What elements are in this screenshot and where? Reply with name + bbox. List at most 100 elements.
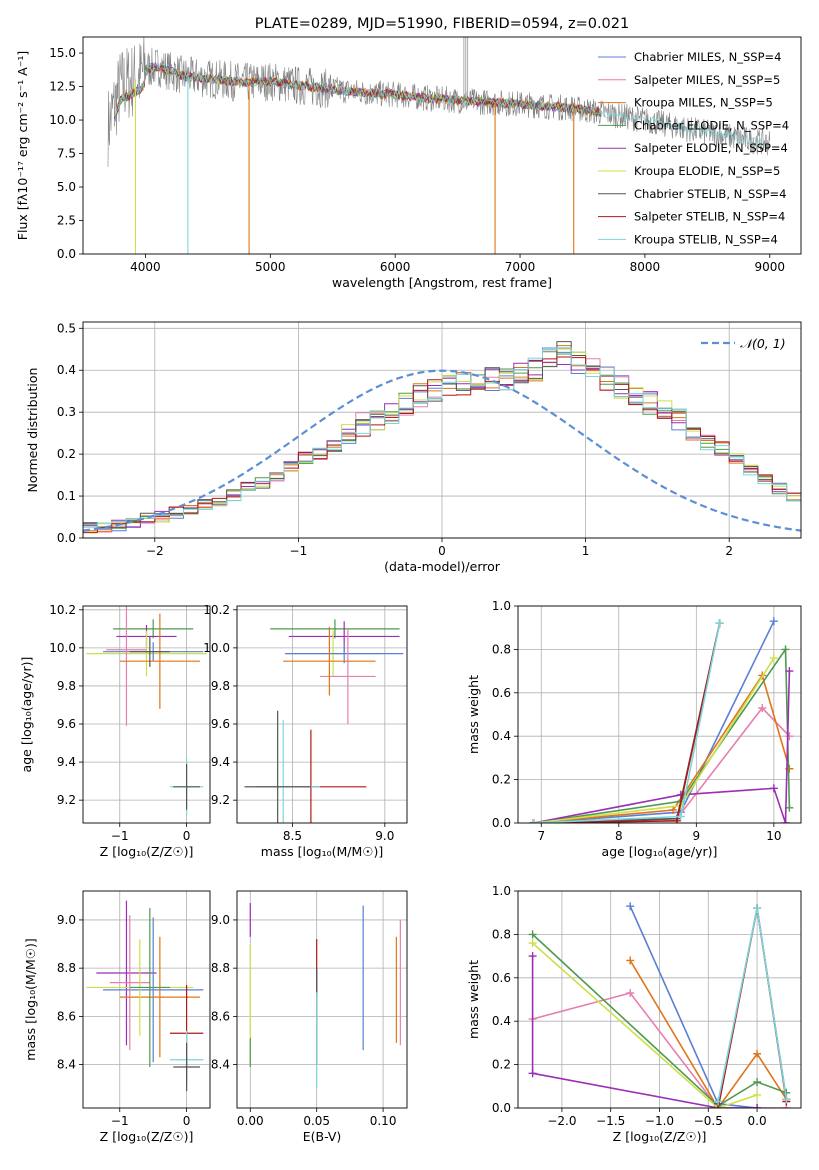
plot-area — [107, 37, 771, 254]
y-tick-label: 8.8 — [211, 961, 230, 975]
data-point-kroupa_elodie — [528, 939, 537, 948]
data-point-kroupa_stelib — [753, 904, 762, 913]
y-tick-label: 0.0 — [57, 531, 76, 545]
y-tick-label: 0.4 — [492, 1014, 511, 1028]
y-tick-label: 9.0 — [211, 913, 230, 927]
y-tick-label: 9.6 — [57, 717, 76, 731]
x-tick-label: 8000 — [630, 260, 661, 274]
x-axis-label: Z [log₁₀(Z/Z☉)] — [100, 844, 194, 859]
y-axis-label: Normed distribution — [25, 368, 40, 493]
y-tick-label: 0.0 — [57, 247, 76, 261]
chart-title: PLATE=0289, MJD=51990, FIBERID=0594, z=0… — [255, 16, 629, 32]
y-tick-label: 0.5 — [57, 321, 76, 335]
axes-frame — [82, 321, 802, 539]
mass-weight-line-salpeter_stelib — [533, 623, 721, 823]
x-tick-label: 8 — [615, 829, 623, 843]
panel-massweight-vs-age: 7 8 9 10 0.0 0.2 0.4 0.6 0.8 1.0 age [log₁₀(age/yr… — [466, 599, 802, 859]
panel-mass-vs-EBV: 0.00 0.05 0.10 8.4 8.6 8.8 9.0 E(B-V) — [211, 890, 408, 1144]
x-tick-label: −1.5 — [596, 1114, 625, 1128]
mass-weight-line-salpeter_elodie — [531, 956, 758, 1108]
x-tick-label: 0.05 — [303, 1114, 330, 1128]
y-tick-label: 15.0 — [49, 46, 76, 60]
y-axis-label: mass weight — [466, 960, 481, 1039]
x-tick-label: 0 — [438, 544, 446, 558]
y-axis-label: mass weight — [466, 675, 481, 754]
plot-area — [86, 900, 204, 1092]
x-tick-label: 7000 — [505, 260, 536, 274]
data-point-chabrier_elodie — [753, 1077, 762, 1086]
y-tick-label: 7.5 — [57, 147, 76, 161]
x-tick-label: 1 — [582, 544, 590, 558]
x-tick-label: −1.0 — [645, 1114, 674, 1128]
axes-frame — [236, 890, 408, 1109]
y-axis-label: age [log₁₀(age/yr)] — [19, 657, 34, 773]
mass-weight-line-kroupa_elodie — [532, 942, 758, 1108]
mass-weight-line-kroupa_miles — [629, 959, 788, 1108]
x-tick-label: 0.0 — [748, 1114, 767, 1128]
x-axis-label: mass [log₁₀(M/M☉)] — [261, 844, 383, 859]
x-tick-label: 5000 — [255, 260, 286, 274]
y-tick-label: 10.0 — [49, 113, 76, 127]
x-axis-label: (data-model)/error — [384, 559, 501, 574]
y-tick-label: 0.6 — [492, 686, 511, 700]
axes-frame — [517, 890, 802, 1109]
panel-massweight-vs-Z: −2.0 −1.5 −1.0 −0.5 0.0 0.0 0.2 0.4 0.6 0.8 1.0 Z [… — [466, 884, 802, 1144]
y-tick-label: 0.0 — [492, 816, 511, 830]
y-tick-label: 0.3 — [57, 405, 76, 419]
y-tick-label: 0.2 — [492, 1058, 511, 1072]
y-tick-label: 8.6 — [57, 1009, 76, 1023]
x-tick-label: 8.5 — [283, 829, 302, 843]
x-axis-label: age [log₁₀(age/yr)] — [602, 844, 718, 859]
panel-mass-vs-Z: −1 0 8.4 8.6 8.8 9.0 Z [log₁₀(Z/Z☉)] mass [log₁… — [23, 890, 211, 1144]
legend-entry: Kroupa ELODIE, N_SSP=5 — [634, 164, 780, 178]
data-point-chabrier_miles — [769, 617, 778, 626]
y-tick-label: 2.5 — [57, 214, 76, 228]
y-tick-label: 1.0 — [492, 884, 511, 898]
x-axis-label: Z [log₁₀(Z/Z☉)] — [100, 1129, 194, 1144]
data-point-chabrier_elodie — [785, 803, 794, 812]
x-tick-label: 0.10 — [370, 1114, 397, 1128]
y-tick-label: 1.0 — [492, 599, 511, 613]
panel-age-vs-mass: 8.5 9.0 9.2 9.4 9.6 9.8 10.0 10.2 mass [log₁₀(M/… — [203, 603, 408, 859]
y-tick-label: 9.8 — [211, 679, 230, 693]
x-axis-label: Z [log₁₀(Z/Z☉)] — [613, 1129, 707, 1144]
y-tick-label: 8.4 — [211, 1058, 230, 1072]
y-tick-label: 0.2 — [492, 773, 511, 787]
y-tick-label: 9.8 — [57, 679, 76, 693]
y-tick-label: 0.4 — [492, 729, 511, 743]
data-point-kroupa_stelib — [676, 812, 685, 821]
model-fit-kroupa_stelib — [113, 62, 770, 148]
data-point-kroupa_stelib — [715, 619, 724, 628]
x-tick-label: 9 — [693, 829, 701, 843]
legend-entry: Kroupa STELIB, N_SSP=4 — [634, 232, 778, 246]
x-tick-label: 6000 — [380, 260, 411, 274]
y-tick-label: 9.2 — [57, 793, 76, 807]
y-tick-label: 10.0 — [49, 641, 76, 655]
y-tick-label: 9.4 — [57, 755, 76, 769]
x-tick-label: −1 — [290, 544, 308, 558]
x-tick-label: 10 — [766, 829, 781, 843]
legend-entry: Chabrier STELIB, N_SSP=4 — [634, 187, 786, 201]
mass-weight-line-chabrier_miles — [533, 620, 775, 823]
plot-area — [83, 341, 801, 534]
y-tick-label: 9.6 — [211, 717, 230, 731]
y-tick-label: 9.0 — [57, 913, 76, 927]
legend-entry: Salpeter STELIB, N_SSP=4 — [634, 210, 785, 224]
histogram-salpeter_elodie — [83, 361, 801, 528]
legend-entry: Salpeter ELODIE, N_SSP=4 — [634, 141, 788, 155]
mass-weight-line-chabrier_stelib — [533, 623, 721, 823]
mass-weight-line-kroupa_stelib — [533, 623, 721, 823]
y-tick-label: 10.2 — [49, 603, 76, 617]
x-tick-label: 0 — [183, 1114, 191, 1128]
legend-entry: Chabrier ELODIE, N_SSP=4 — [634, 118, 789, 132]
histogram-kroupa_elodie — [83, 348, 801, 534]
y-tick-label: 0.8 — [492, 642, 511, 656]
x-tick-label: 2 — [725, 544, 733, 558]
axes-frame — [236, 605, 408, 824]
legend-entry: 𝒩(0, 1) — [740, 336, 786, 351]
mass-weight-line-chabrier_elodie — [532, 933, 787, 1107]
histogram-salpeter_stelib — [83, 356, 801, 533]
data-point-kroupa_miles — [626, 956, 635, 965]
axes-frame — [517, 605, 802, 824]
